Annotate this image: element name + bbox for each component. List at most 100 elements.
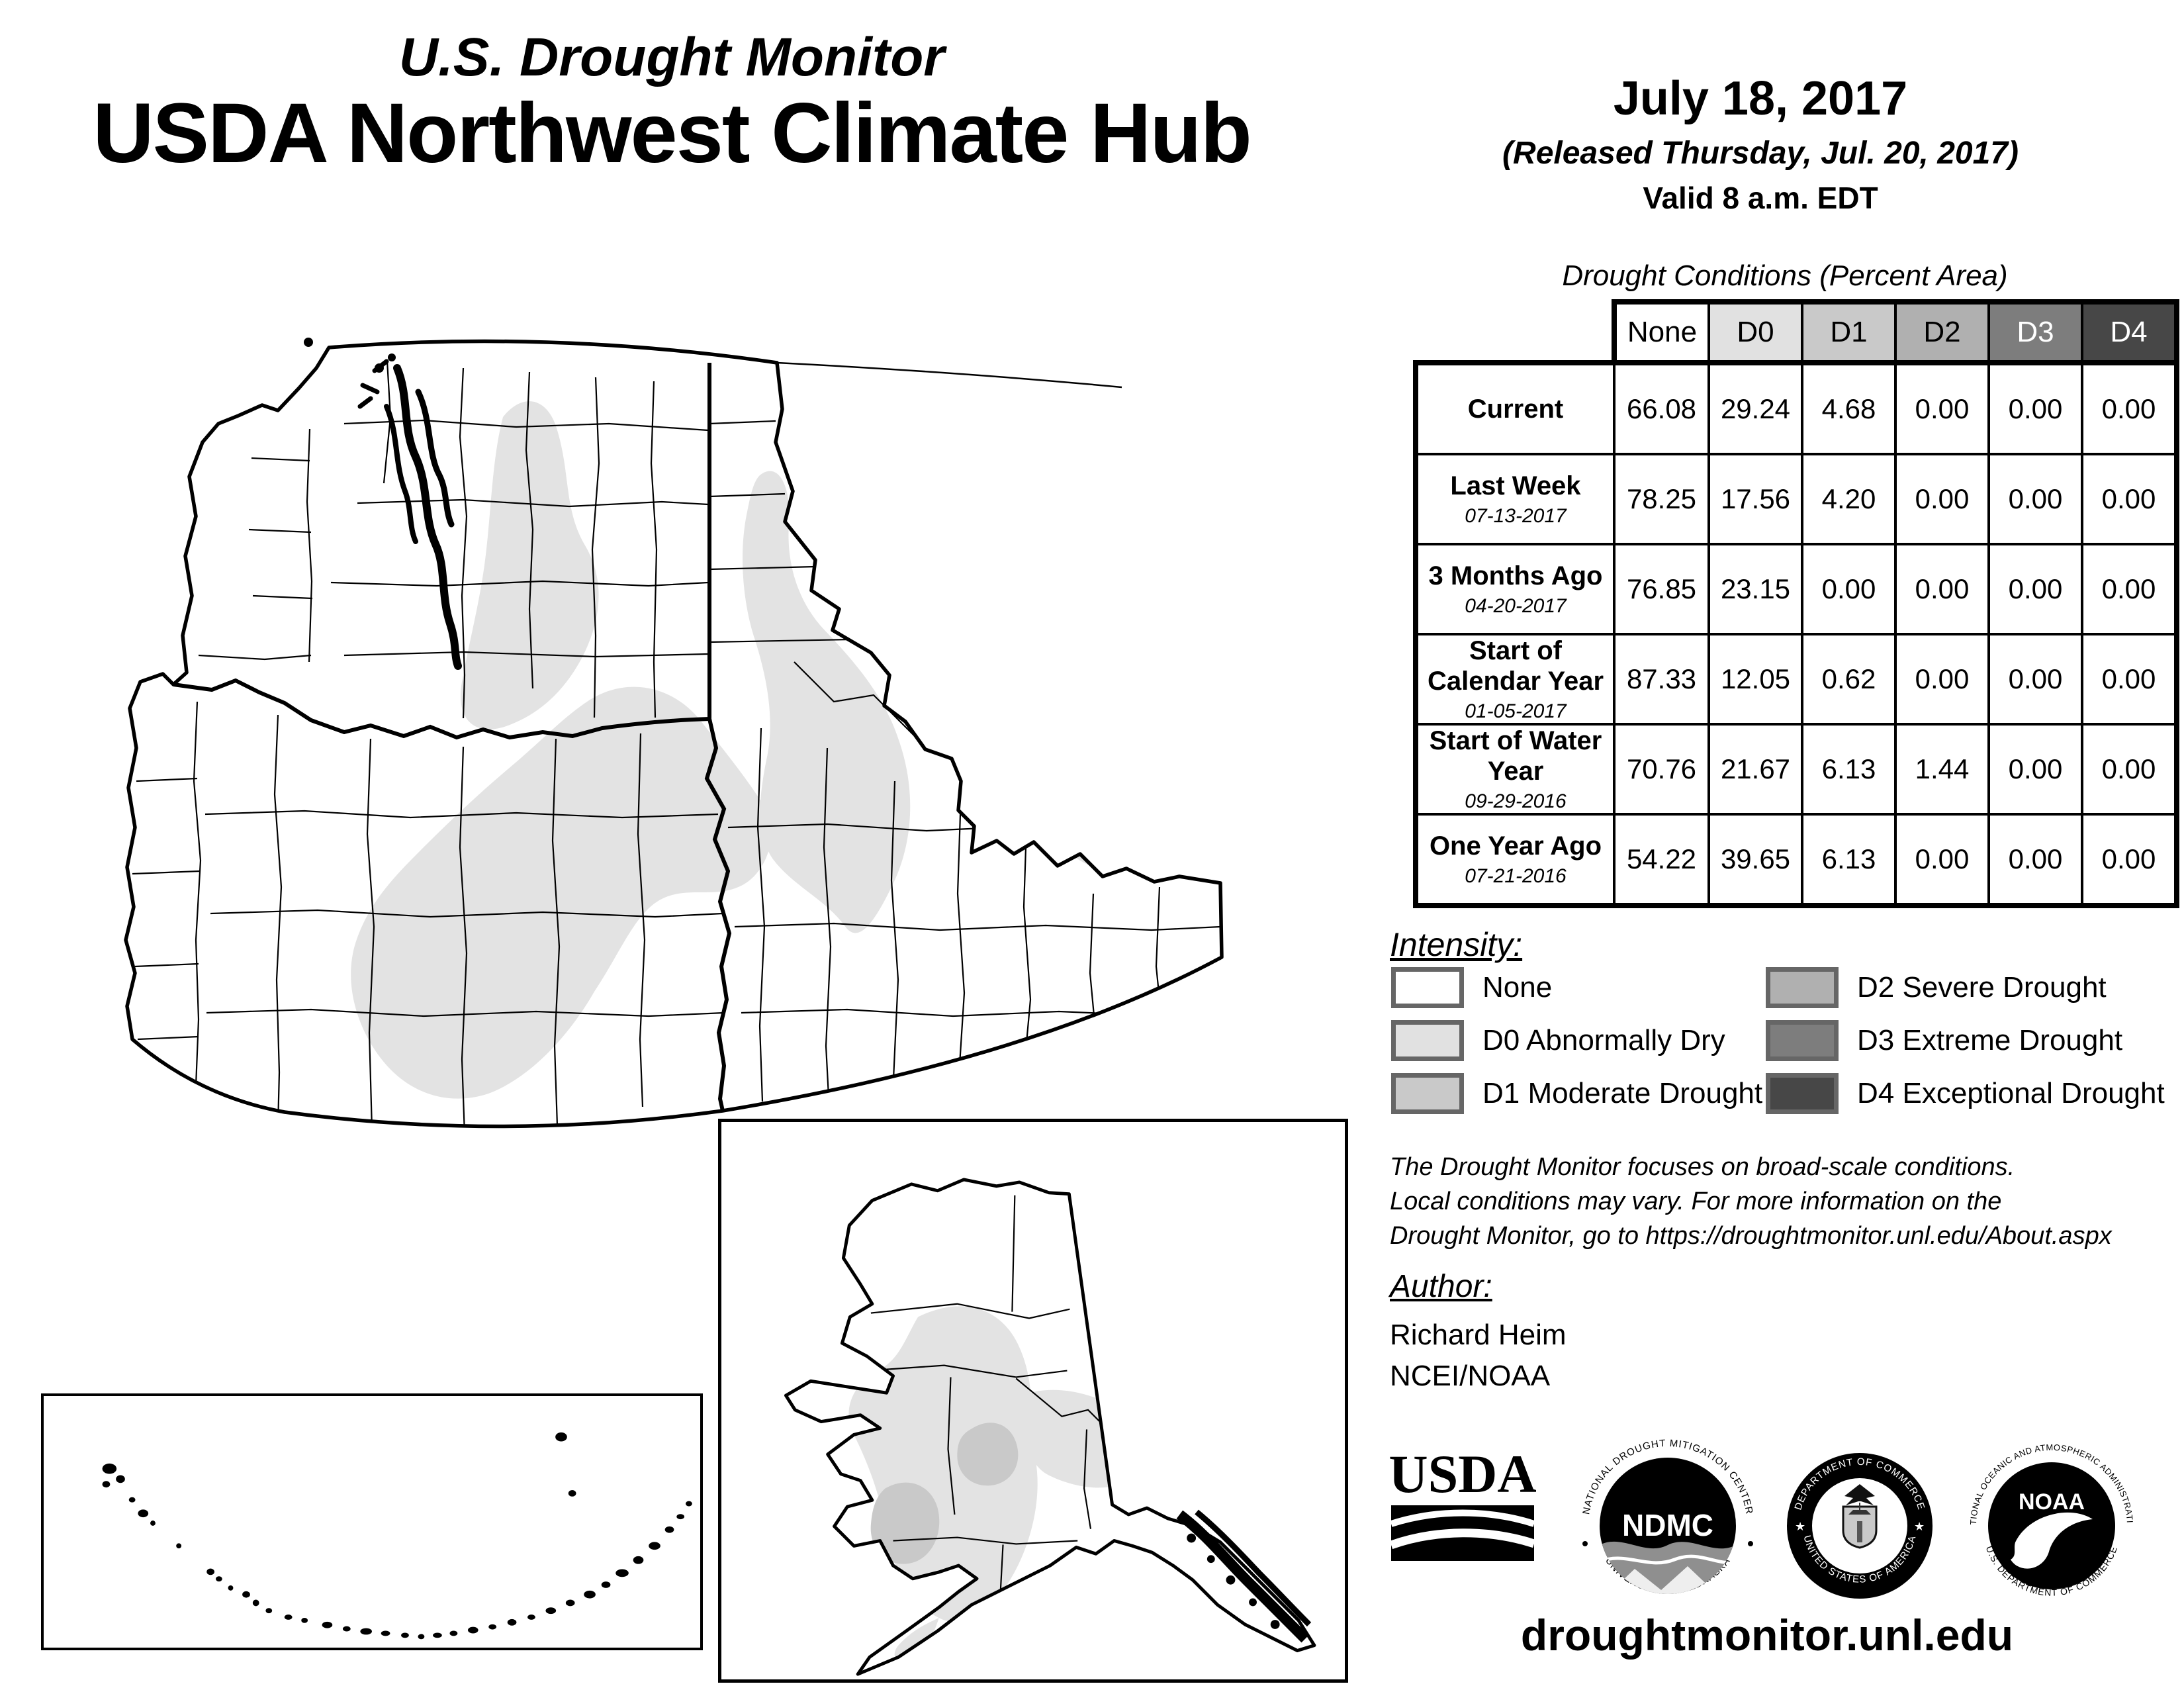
table-row-start-water-year: Start of Water Year 09-29-2016 70.76 21.6… xyxy=(1413,723,2179,816)
cell-value: 0.00 xyxy=(2081,453,2179,545)
table-header-row: None D0 D1 D2 D3 D4 xyxy=(1416,299,2179,365)
hub-title: USDA Northwest Climate Hub xyxy=(93,86,1252,181)
cell-value: 0.00 xyxy=(2081,723,2179,816)
alaska-borough-boundaries xyxy=(850,1195,1107,1625)
table-row-current: Current 66.08 29.24 4.68 0.00 0.00 0.00 xyxy=(1413,360,2179,455)
legend-item-none: None xyxy=(1391,967,1553,1008)
cell-value: 0.00 xyxy=(1987,360,2083,455)
drought-monitor-url: droughtmonitor.unl.edu xyxy=(1520,1611,2014,1660)
canada-border-line xyxy=(776,361,1122,389)
aleutian-islands-map xyxy=(102,1432,692,1640)
cell-value: 0.00 xyxy=(2081,633,2179,726)
legend-label: D1 Moderate Drought xyxy=(1482,1077,1763,1109)
cell-value: 0.00 xyxy=(2081,360,2179,455)
logo-strip: USDA NATIONAL DROUGHT MITIGATION CENTER … xyxy=(1383,1436,2134,1599)
svg-text:NDMC: NDMC xyxy=(1622,1508,1713,1542)
svg-text:★: ★ xyxy=(1914,1520,1925,1533)
author-org: NCEI/NOAA xyxy=(1390,1360,1551,1392)
row-label: Start of Water Year xyxy=(1429,726,1602,786)
ndmc-logo-icon: NATIONAL DROUGHT MITIGATION CENTER UNIVE… xyxy=(1580,1438,1754,1597)
row-date: 09-29-2016 xyxy=(1465,790,1567,812)
legend-item-d3: D3 Extreme Drought xyxy=(1766,1020,2123,1061)
disclaimer-line: The Drought Monitor focuses on broad-sca… xyxy=(1390,1153,2015,1181)
alaska-panhandle-icon xyxy=(1176,1509,1312,1643)
col-header-d2: D2 xyxy=(1894,299,1990,365)
cell-value: 0.00 xyxy=(2081,813,2179,908)
legend-label: D2 Severe Drought xyxy=(1857,971,2107,1004)
state-boundaries xyxy=(173,363,732,1111)
county-boundaries xyxy=(132,360,1221,1127)
legend-label: D0 Abnormally Dry xyxy=(1482,1024,1725,1056)
table-row-3-months-ago: 3 Months Ago 04-20-2017 76.85 23.15 0.00 … xyxy=(1413,543,2179,635)
cell-value: 0.00 xyxy=(1987,633,2083,726)
row-date: 07-13-2017 xyxy=(1465,505,1567,527)
department-of-commerce-seal-icon: DEPARTMENT OF COMMERCE UNITED STATES OF … xyxy=(1787,1453,1933,1599)
legend-item-d2: D2 Severe Drought xyxy=(1766,967,2107,1008)
cell-value: 78.25 xyxy=(1613,453,1710,545)
point-roberts-icon xyxy=(304,338,313,347)
svg-text:★: ★ xyxy=(1795,1520,1805,1533)
drought-conditions-table: None D0 D1 D2 D3 D4 Current 66.08 29.24 … xyxy=(1413,299,2179,908)
map-date: July 18, 2017 xyxy=(1613,72,1908,125)
legend-title: Intensity: xyxy=(1390,926,1523,963)
cell-value: 76.85 xyxy=(1613,543,1710,635)
table-row-last-week: Last Week 07-13-2017 78.25 17.56 4.20 0.0… xyxy=(1413,453,2179,545)
row-label: Last Week xyxy=(1450,471,1581,500)
usda-logo-icon: USDA xyxy=(1388,1444,1537,1561)
cell-value: 0.00 xyxy=(1987,453,2083,545)
cell-value: 0.00 xyxy=(1894,453,1990,545)
row-date: 07-21-2016 xyxy=(1465,865,1567,887)
alaska-inset-box xyxy=(718,1119,1348,1683)
legend-label: D4 Exceptional Drought xyxy=(1857,1077,2165,1109)
disclaimer-line: Drought Monitor, go to https://droughtmo… xyxy=(1390,1222,2112,1250)
legend-swatch-d3 xyxy=(1766,1020,1839,1061)
cell-value: 6.13 xyxy=(1801,723,1897,816)
legend-swatch-d0 xyxy=(1391,1020,1464,1061)
row-label: Current xyxy=(1467,395,1564,424)
cell-value: 12.05 xyxy=(1707,633,1803,726)
cell-value: 4.20 xyxy=(1801,453,1897,545)
table-row-start-calendar-year: Start of Calendar Year 01-05-2017 87.33 1… xyxy=(1413,633,2179,726)
author-title: Author: xyxy=(1390,1269,1492,1304)
cell-value: 0.00 xyxy=(1987,723,2083,816)
legend-item-d1: D1 Moderate Drought xyxy=(1391,1073,1763,1114)
col-header-d3: D3 xyxy=(1987,299,2083,365)
cell-value: 70.76 xyxy=(1613,723,1710,816)
legend-item-d4: D4 Exceptional Drought xyxy=(1766,1073,2165,1114)
legend-item-d0: D0 Abnormally Dry xyxy=(1391,1020,1725,1061)
col-header-d1: D1 xyxy=(1801,299,1897,365)
valid-time: Valid 8 a.m. EDT xyxy=(1643,181,1878,215)
legend-swatch-none xyxy=(1391,967,1464,1008)
cell-value: 39.65 xyxy=(1707,813,1803,908)
legend-label: None xyxy=(1482,971,1553,1004)
row-date: 04-20-2017 xyxy=(1465,595,1567,617)
legend-swatch-d4 xyxy=(1766,1073,1839,1114)
cell-value: 29.24 xyxy=(1707,360,1803,455)
col-header-d0: D0 xyxy=(1707,299,1803,365)
release-date: (Released Thursday, Jul. 20, 2017) xyxy=(1502,136,2019,171)
northwest-region-map xyxy=(99,338,1264,1158)
cell-value: 21.67 xyxy=(1707,723,1803,816)
table-title: Drought Conditions (Percent Area) xyxy=(1562,259,2008,292)
cell-value: 23.15 xyxy=(1707,543,1803,635)
cell-value: 66.08 xyxy=(1613,360,1710,455)
cell-value: 0.00 xyxy=(1987,543,2083,635)
svg-text:USDA: USDA xyxy=(1388,1444,1536,1504)
author-name: Richard Heim xyxy=(1390,1319,1567,1351)
cell-value: 0.00 xyxy=(1894,543,1990,635)
cell-value: 0.62 xyxy=(1801,633,1897,726)
svg-text:NOAA: NOAA xyxy=(2019,1489,2085,1515)
cell-value: 0.00 xyxy=(2081,543,2179,635)
col-header-d4: D4 xyxy=(2081,299,2179,365)
cell-value: 54.22 xyxy=(1613,813,1710,908)
row-label: 3 Months Ago xyxy=(1428,561,1603,590)
row-label: Start of Calendar Year xyxy=(1427,636,1604,696)
legend-swatch-d2 xyxy=(1766,967,1839,1008)
table-corner-cell xyxy=(1416,302,1614,363)
aleutian-islands-icon xyxy=(102,1432,692,1640)
aleutian-inset-box xyxy=(41,1393,703,1650)
cell-value: 1.44 xyxy=(1894,723,1990,816)
table-row-one-year-ago: One Year Ago 07-21-2016 54.22 39.65 6.13 … xyxy=(1413,813,2179,908)
legend-label: D3 Extreme Drought xyxy=(1857,1024,2123,1056)
alaska-map xyxy=(721,1122,1345,1679)
